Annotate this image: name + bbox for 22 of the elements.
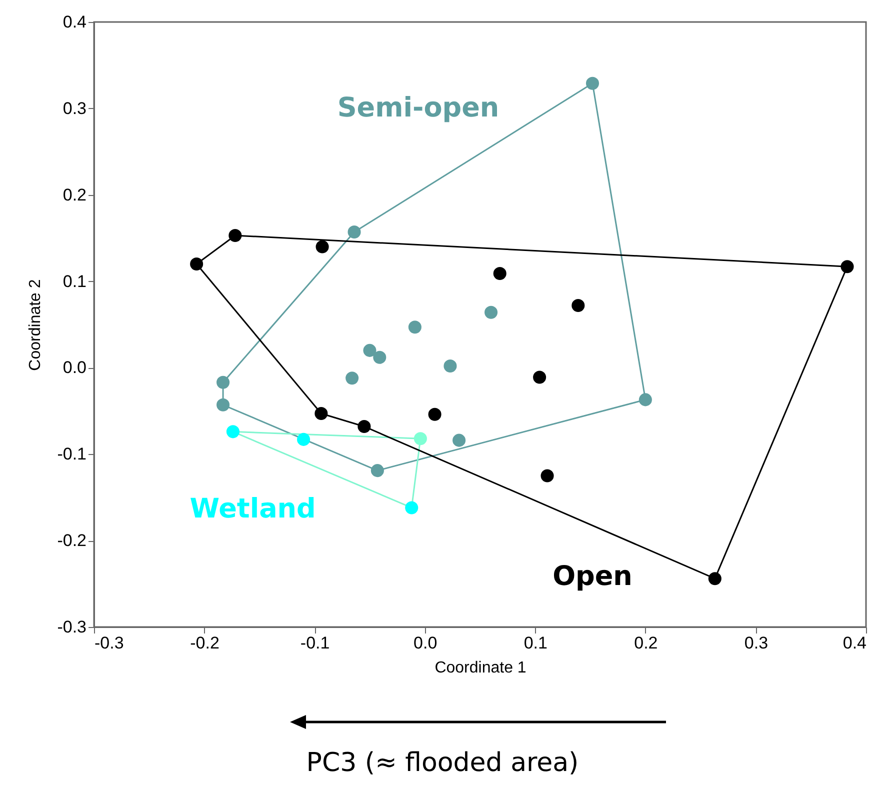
y-axis-title: Coordinate 2 (27, 279, 44, 371)
y-tick-label: -0.1 (57, 444, 86, 464)
y-tick-label: 0.2 (62, 185, 86, 204)
x-tick-label: 0.1 (524, 634, 548, 652)
x-tick-label: 0.2 (634, 634, 658, 652)
series-label: Wetland (190, 493, 316, 524)
x-axis-title: Coordinate 1 (434, 660, 526, 676)
y-tick-label: -0.2 (57, 531, 86, 550)
x-tick-label: 0.4 (842, 634, 866, 652)
x-tick-label: 0.0 (414, 634, 438, 652)
y-tick-label: -0.3 (57, 618, 86, 636)
text: Open (552, 560, 632, 592)
x-tick-label: -0.2 (190, 634, 220, 652)
y-tick-label: 0.0 (62, 358, 86, 378)
y-tick-label: 0.1 (62, 272, 86, 291)
x-tick-label: -0.1 (300, 634, 330, 652)
y-tick-label: 0.3 (62, 98, 86, 118)
x-tick-label: 0.3 (744, 634, 768, 652)
y-tick-label: 0.4 (62, 12, 86, 32)
text: Semi-open (337, 92, 500, 124)
x-tick-label: -0.3 (94, 634, 124, 652)
text: PC3 (≈ flooded area) (305, 748, 580, 778)
